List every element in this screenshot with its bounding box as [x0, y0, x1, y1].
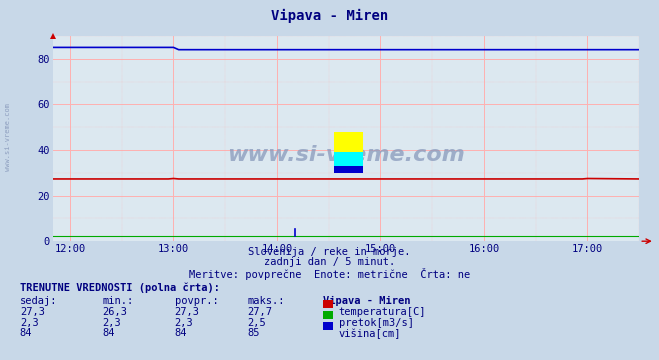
Text: sedaj:: sedaj: — [20, 296, 57, 306]
Text: temperatura[C]: temperatura[C] — [339, 307, 426, 317]
Text: 27,7: 27,7 — [247, 307, 272, 317]
Text: 2,5: 2,5 — [247, 318, 266, 328]
Text: pretok[m3/s]: pretok[m3/s] — [339, 318, 414, 328]
Text: 84: 84 — [20, 328, 32, 338]
Text: 27,3: 27,3 — [175, 307, 200, 317]
Text: 84: 84 — [175, 328, 187, 338]
Text: povpr.:: povpr.: — [175, 296, 218, 306]
Text: Slovenija / reke in morje.: Slovenija / reke in morje. — [248, 247, 411, 257]
Text: www.si-vreme.com: www.si-vreme.com — [227, 145, 465, 165]
Text: www.si-vreme.com: www.si-vreme.com — [5, 103, 11, 171]
Text: 27,3: 27,3 — [20, 307, 45, 317]
Text: višina[cm]: višina[cm] — [339, 328, 401, 339]
Text: TRENUTNE VREDNOSTI (polna črta):: TRENUTNE VREDNOSTI (polna črta): — [20, 283, 219, 293]
Text: 2,3: 2,3 — [175, 318, 193, 328]
Text: min.:: min.: — [102, 296, 133, 306]
Text: 85: 85 — [247, 328, 260, 338]
Text: 2,3: 2,3 — [20, 318, 38, 328]
Text: Meritve: povprečne  Enote: metrične  Črta: ne: Meritve: povprečne Enote: metrične Črta:… — [189, 268, 470, 280]
Text: 84: 84 — [102, 328, 115, 338]
Polygon shape — [334, 132, 363, 152]
Text: 2,3: 2,3 — [102, 318, 121, 328]
Polygon shape — [334, 152, 363, 166]
Text: 26,3: 26,3 — [102, 307, 127, 317]
Text: zadnji dan / 5 minut.: zadnji dan / 5 minut. — [264, 257, 395, 267]
Text: Vipava - Miren: Vipava - Miren — [323, 296, 411, 306]
Text: Vipava - Miren: Vipava - Miren — [271, 9, 388, 23]
Polygon shape — [334, 166, 363, 173]
Text: maks.:: maks.: — [247, 296, 285, 306]
